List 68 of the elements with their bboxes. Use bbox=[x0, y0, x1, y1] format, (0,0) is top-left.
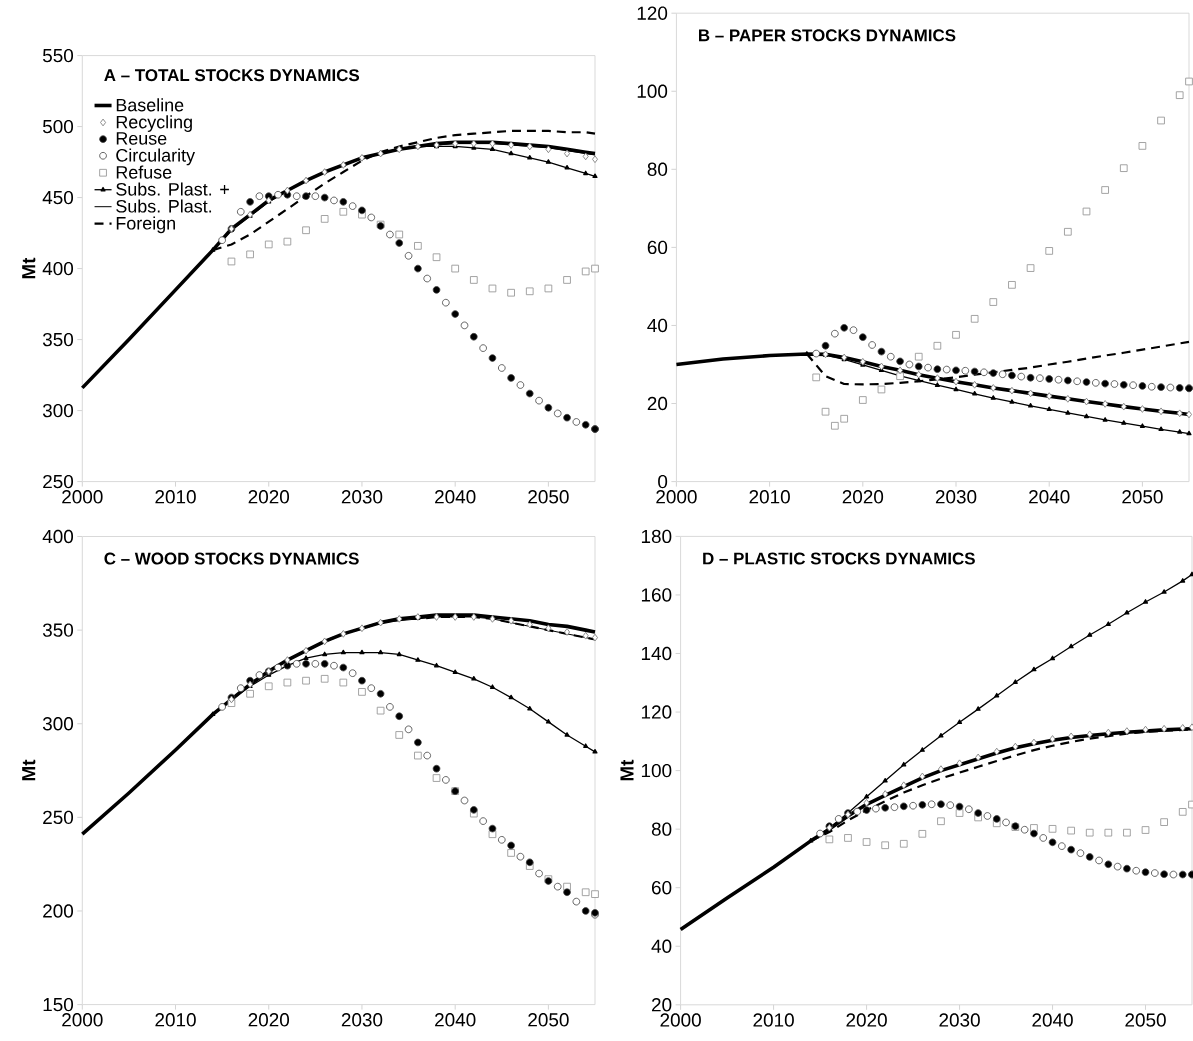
legend-label: Baseline bbox=[116, 98, 184, 112]
y-tick-label: 400 bbox=[42, 261, 74, 276]
y-tick-label: 300 bbox=[42, 403, 74, 418]
x-tick-label: 2010 bbox=[155, 490, 196, 504]
y-axis-title: Mt bbox=[22, 257, 36, 279]
y-tick-label: 160 bbox=[641, 588, 672, 602]
legend-label: Reuse bbox=[116, 132, 167, 145]
x-tick-label: 2020 bbox=[248, 1013, 290, 1027]
x-tick-label: 2010 bbox=[155, 1013, 196, 1027]
x-tick-label: 2030 bbox=[939, 1013, 980, 1027]
x-tick-label: 2050 bbox=[1122, 490, 1163, 504]
x-tick-label: 2010 bbox=[753, 1013, 794, 1027]
x-tick-label: 2050 bbox=[528, 1013, 569, 1027]
x-tick-label: 2000 bbox=[660, 1013, 701, 1027]
y-tick-label: 100 bbox=[641, 763, 672, 778]
y-tick-label: 20 bbox=[647, 396, 668, 411]
y-tick-label: 300 bbox=[42, 717, 74, 731]
y-tick-label: 150 bbox=[43, 997, 74, 1012]
legend-label: Subs. Plast. + bbox=[116, 182, 229, 196]
x-tick-label: 2030 bbox=[341, 1013, 383, 1027]
x-tick-label: 2050 bbox=[528, 490, 569, 504]
legend-label: Foreign bbox=[116, 216, 175, 234]
text: B – PAPER STOCKS DYNAMICS bbox=[699, 29, 956, 42]
y-tick-label: 140 bbox=[641, 646, 672, 661]
x-tick-label: 2050 bbox=[1125, 1013, 1166, 1027]
x-tick-label: 2020 bbox=[846, 1013, 887, 1027]
text: A – TOTAL STOCKS DYNAMICS bbox=[104, 69, 360, 82]
y-tick-label: 40 bbox=[651, 939, 672, 953]
y-tick-label: 100 bbox=[637, 84, 668, 98]
text: D – PLASTIC STOCKS DYNAMICS bbox=[703, 552, 975, 565]
y-tick-label: 60 bbox=[647, 240, 668, 255]
y-tick-label: 120 bbox=[641, 705, 672, 719]
y-tick-label: 40 bbox=[647, 318, 668, 333]
y-tick-label: 60 bbox=[651, 881, 672, 895]
y-tick-label: 20 bbox=[651, 998, 672, 1012]
y-tick-label: 120 bbox=[637, 6, 668, 20]
x-tick-label: 2040 bbox=[435, 1013, 476, 1027]
legend-label: Recycling bbox=[116, 115, 192, 132]
y-axis-title: Mt bbox=[22, 759, 36, 781]
y-tick-label: 80 bbox=[647, 162, 668, 177]
x-tick-label: 2020 bbox=[842, 490, 884, 504]
legend-label: Circularity bbox=[116, 148, 196, 166]
y-axis-title: Mt bbox=[620, 759, 634, 781]
x-tick-label: 2000 bbox=[62, 490, 103, 504]
x-tick-label: 2000 bbox=[656, 490, 697, 504]
y-tick-label: 0 bbox=[658, 474, 668, 489]
y-tick-label: 550 bbox=[42, 48, 74, 63]
x-tick-label: 2010 bbox=[749, 490, 790, 504]
legend-label: Subs. Plast. bbox=[116, 199, 212, 213]
y-tick-label: 350 bbox=[42, 623, 74, 637]
y-tick-label: 400 bbox=[42, 529, 74, 544]
x-tick-label: 2040 bbox=[1032, 1013, 1073, 1027]
x-tick-label: 2000 bbox=[62, 1013, 103, 1027]
y-tick-label: 180 bbox=[641, 529, 672, 544]
x-tick-label: 2020 bbox=[248, 490, 290, 504]
y-tick-label: 250 bbox=[43, 810, 74, 825]
x-tick-label: 2030 bbox=[341, 490, 383, 504]
y-tick-label: 450 bbox=[42, 190, 74, 205]
legend-label: Refuse bbox=[116, 165, 172, 179]
x-tick-label: 2030 bbox=[935, 490, 977, 504]
x-tick-label: 2040 bbox=[435, 490, 476, 504]
y-tick-label: 500 bbox=[42, 119, 74, 134]
y-tick-label: 350 bbox=[42, 332, 74, 347]
y-tick-label: 250 bbox=[43, 474, 74, 489]
text: C – WOOD STOCKS DYNAMICS bbox=[104, 552, 359, 565]
y-tick-label: 200 bbox=[43, 904, 74, 918]
y-tick-label: 80 bbox=[651, 822, 672, 836]
x-tick-label: 2040 bbox=[1029, 490, 1070, 504]
